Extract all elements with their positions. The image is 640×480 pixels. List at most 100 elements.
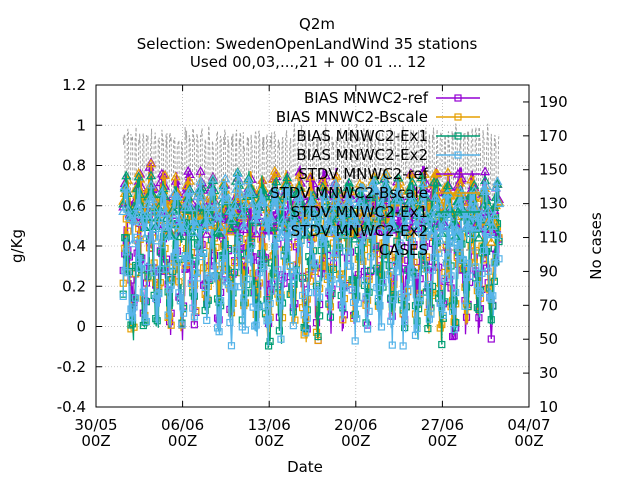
series-point	[381, 170, 392, 179]
x-tick-label-date: 13/06	[248, 416, 291, 434]
series-point	[336, 280, 344, 288]
series-point	[257, 196, 268, 205]
series-point	[240, 294, 248, 302]
series-point	[139, 288, 147, 296]
series-point	[300, 218, 311, 228]
series-point	[152, 235, 163, 245]
series-point	[247, 241, 256, 249]
series-point	[172, 249, 180, 257]
series-point	[384, 185, 395, 195]
series-point	[475, 212, 486, 222]
series-point	[180, 202, 191, 212]
series-point	[476, 289, 485, 298]
series-point	[141, 210, 152, 219]
series-point	[235, 189, 246, 198]
x-tick-label-date: 20/06	[334, 416, 377, 434]
series-point	[377, 323, 386, 331]
series-point	[370, 217, 378, 225]
series-point	[268, 259, 276, 267]
series-point	[305, 253, 313, 261]
series-point	[377, 271, 386, 279]
series-point	[282, 187, 293, 197]
series-point	[387, 317, 395, 325]
series-point	[292, 267, 301, 275]
series-point	[351, 218, 362, 228]
series-point	[489, 292, 497, 300]
series-point	[218, 182, 229, 191]
series-point	[316, 293, 324, 301]
series-point	[156, 187, 167, 197]
series-point	[449, 236, 460, 246]
series-point	[181, 180, 192, 190]
series-point	[445, 239, 454, 247]
series-point	[141, 318, 149, 326]
series-point	[155, 289, 163, 298]
series-point	[215, 328, 223, 336]
series-point	[203, 209, 214, 219]
series-point	[410, 271, 418, 279]
series-point	[130, 303, 138, 311]
series-point	[489, 210, 500, 219]
series-point	[388, 341, 396, 349]
series-point	[237, 210, 248, 219]
series-point	[314, 280, 322, 288]
series-point	[305, 288, 313, 297]
y-tick-label: -0.2	[57, 358, 86, 376]
y2-tick-label: 170	[539, 127, 568, 145]
series-7	[118, 168, 505, 248]
series-point	[178, 221, 189, 231]
series-point	[274, 212, 285, 222]
series-point	[365, 202, 376, 212]
y2-tick-label: 110	[539, 229, 568, 247]
legend-label: CASES	[379, 241, 428, 259]
series-point	[407, 194, 418, 203]
y-tick-label: 1.2	[62, 76, 86, 94]
series-point	[322, 218, 333, 228]
series-point	[328, 275, 336, 284]
series-point	[393, 185, 404, 195]
series-point	[251, 209, 262, 219]
series-point	[447, 230, 458, 240]
series-point	[430, 191, 441, 201]
series-point	[495, 255, 503, 263]
legend-label: STDV MNWC2-Ex1	[291, 203, 428, 221]
series-point	[466, 272, 474, 280]
series-point	[427, 310, 435, 318]
series-point	[300, 323, 308, 332]
series-point	[475, 287, 483, 295]
series-point	[450, 224, 461, 233]
chart-subtitle-line-2: Used 00,03,...,21 + 00 01 ... 12	[190, 53, 426, 71]
series-point	[277, 215, 288, 225]
legend-label: STDV MNWC2-Ex2	[291, 222, 428, 240]
series-point	[480, 186, 491, 195]
series-point	[146, 179, 157, 189]
series-point	[201, 283, 209, 292]
series-point	[249, 303, 257, 311]
series-point	[411, 331, 420, 339]
series-point	[243, 175, 254, 185]
series-point	[452, 288, 460, 297]
y-tick-label: 1	[76, 116, 86, 134]
series-point	[394, 247, 403, 255]
series-point	[271, 176, 282, 186]
legend-label: BIAS MNWC2-Ex1	[296, 127, 428, 145]
series-point	[167, 208, 178, 218]
series-point	[127, 321, 135, 329]
series-point	[432, 177, 443, 187]
series-point	[450, 326, 458, 334]
series-point	[153, 291, 161, 299]
series-point	[127, 238, 138, 248]
series-point	[252, 321, 260, 329]
series-point	[193, 274, 202, 282]
series-line	[122, 200, 500, 347]
series-point	[292, 192, 303, 202]
series-point	[153, 213, 164, 223]
series-point	[385, 271, 393, 279]
series-point	[390, 290, 398, 299]
series-point	[121, 170, 132, 180]
series-point	[257, 235, 265, 243]
legend-marker	[454, 151, 462, 159]
series-point	[416, 196, 427, 206]
series-point	[337, 228, 348, 238]
y-tick-label: 0.4	[62, 237, 86, 255]
